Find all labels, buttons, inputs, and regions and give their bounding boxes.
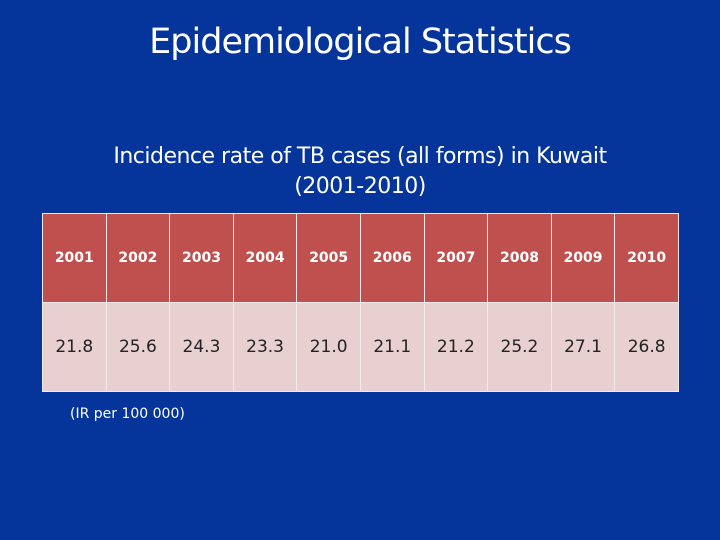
incidence-table: 2001 2002 2003 2004 2005 2006 2007 2008 … bbox=[42, 213, 679, 392]
rate-cell: 24.3 bbox=[169, 302, 234, 392]
subtitle-line-2: (2001-2010) bbox=[294, 174, 426, 199]
year-header: 2003 bbox=[169, 213, 234, 303]
rate-cell: 21.8 bbox=[42, 302, 107, 392]
slide-title: Epidemiological Statistics bbox=[149, 22, 572, 62]
rate-cell: 21.2 bbox=[423, 302, 489, 392]
year-header: 2009 bbox=[550, 213, 616, 303]
header-row: 2001 2002 2003 2004 2005 2006 2007 2008 … bbox=[42, 213, 679, 303]
unit-note: (IR per 100 000) bbox=[70, 406, 185, 422]
rate-cell: 21.1 bbox=[359, 302, 425, 392]
rate-cell: 26.8 bbox=[614, 302, 679, 392]
year-header: 2007 bbox=[423, 213, 489, 303]
year-header: 2008 bbox=[487, 213, 552, 303]
year-header: 2001 bbox=[42, 213, 107, 303]
subtitle-line-1: Incidence rate of TB cases (all forms) i… bbox=[113, 144, 607, 169]
rate-cell: 23.3 bbox=[232, 302, 298, 392]
slide-subtitle: Incidence rate of TB cases (all forms) i… bbox=[60, 142, 660, 202]
value-row: 21.8 25.6 24.3 23.3 21.0 21.1 21.2 25.2 … bbox=[42, 302, 679, 392]
year-header: 2006 bbox=[359, 213, 425, 303]
rate-cell: 27.1 bbox=[550, 302, 616, 392]
rate-cell: 25.2 bbox=[487, 302, 552, 392]
year-header: 2010 bbox=[614, 213, 679, 303]
year-header: 2004 bbox=[232, 213, 298, 303]
year-header: 2005 bbox=[296, 213, 361, 303]
year-header: 2002 bbox=[105, 213, 171, 303]
rate-cell: 21.0 bbox=[296, 302, 361, 392]
rate-cell: 25.6 bbox=[105, 302, 171, 392]
